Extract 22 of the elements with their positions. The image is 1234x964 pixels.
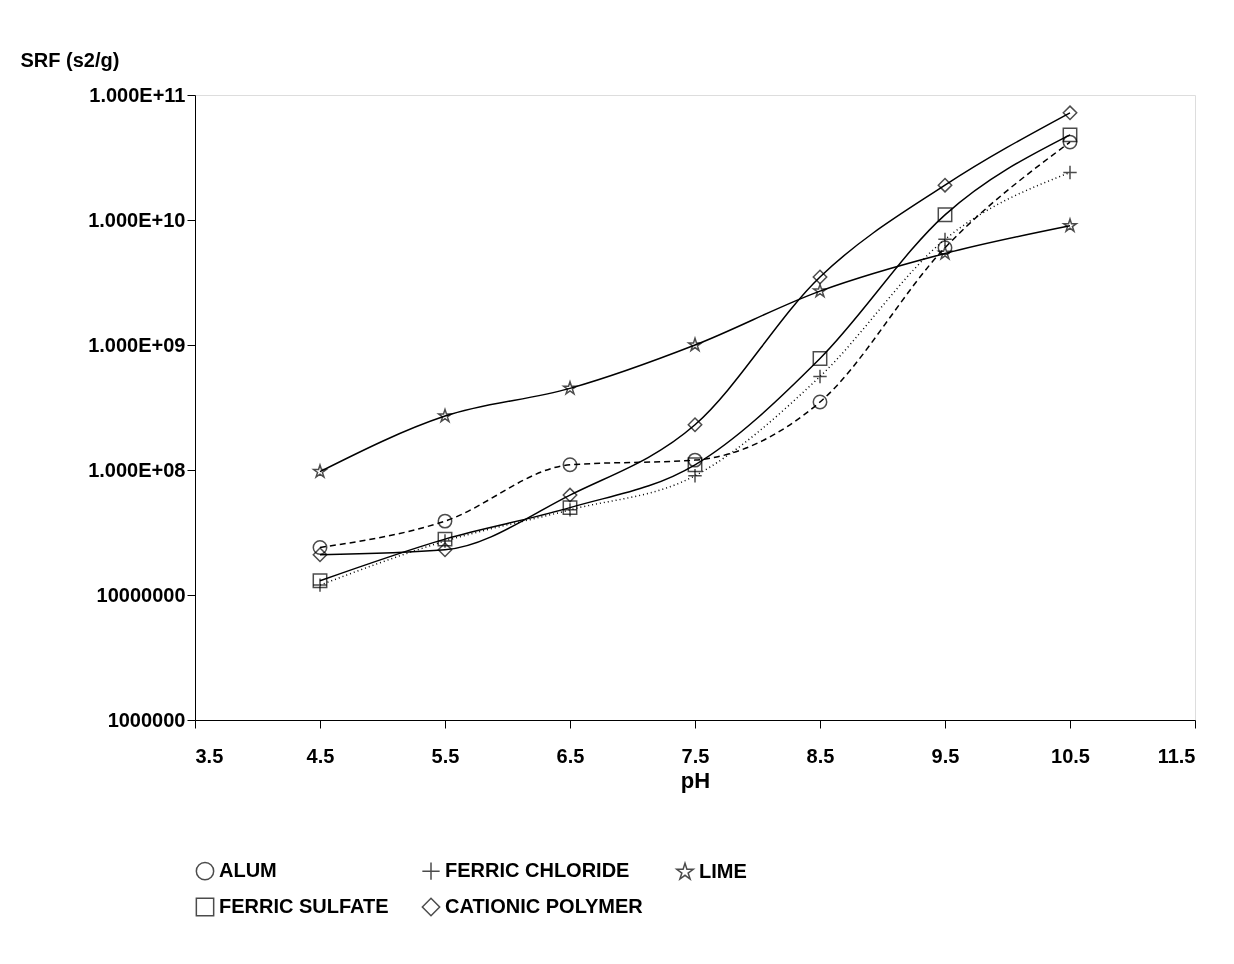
y-tick-label: 1.000E+11	[89, 83, 186, 106]
legend-label: CATIONIC POLYMER	[445, 895, 644, 917]
y-tick-label: 1.000E+08	[88, 458, 186, 481]
x-tick-label: 11.5	[1157, 744, 1196, 767]
y-axis-title: SRF (s2/g)	[20, 48, 120, 71]
x-tick-label: 6.5	[556, 744, 585, 767]
x-axis-title: pH	[680, 767, 711, 793]
legend-label: LIME	[699, 859, 747, 882]
y-tick-label: 1000000	[107, 708, 186, 731]
x-tick-label: 7.5	[681, 744, 710, 767]
y-tick-label: 1.000E+10	[88, 208, 186, 231]
legend-label: FERRIC CHLORIDE	[445, 859, 630, 882]
x-tick-label: 9.5	[931, 744, 960, 767]
x-tick-label: 5.5	[431, 744, 460, 767]
x-tick-label: 4.5	[306, 744, 335, 767]
x-tick-label: 10.5	[1051, 744, 1090, 767]
y-tick-label: 10000000	[96, 583, 186, 606]
x-tick-label: 3.5	[195, 744, 224, 767]
legend-label: ALUM	[219, 859, 277, 882]
x-tick-label: 8.5	[806, 744, 835, 767]
legend-label: FERRIC SULFATE	[219, 895, 389, 917]
y-tick-label: 1.000E+09	[88, 333, 186, 356]
